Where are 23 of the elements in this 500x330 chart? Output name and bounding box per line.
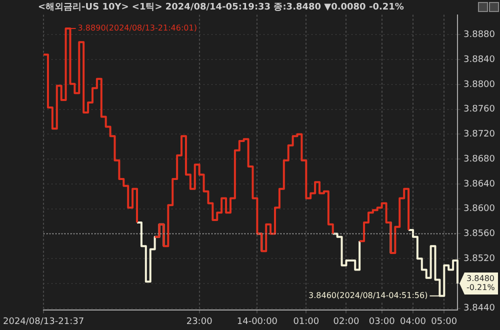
x-tick-label: 04:00 <box>400 316 426 327</box>
chart-title: <해외금리-US 10Y> <1틱> 2024/08/14-05:19:33 종:3.8480 ▼0.0080 -0.21% <box>38 2 404 13</box>
y-tick-label: 3.8680 <box>464 154 496 164</box>
y-tick-label: 3.8600 <box>464 204 496 214</box>
annotation: 3.8890(2024/08/13-21:46:01) <box>78 24 197 33</box>
y-tick-label: 3.8720 <box>464 130 496 140</box>
x-tick-label: 03:00 <box>368 316 396 327</box>
x-tick-label: 23:00 <box>186 316 213 327</box>
x-tick-label: 2024/08/13-21:37 <box>2 316 84 327</box>
y-tick-label: 3.8440 <box>464 304 496 314</box>
y-tick-label: 3.8520 <box>464 254 496 264</box>
y-tick-label: 3.8560 <box>464 229 496 240</box>
y-tick-label: 3.8880 <box>464 30 496 40</box>
y-tick-label: 3.8640 <box>464 179 496 190</box>
x-tick-label: 05:00 <box>431 316 458 327</box>
x-tick-label: 14-00:00 <box>236 316 278 327</box>
x-tick-label: 01:00 <box>293 316 320 327</box>
y-tick-label: 3.8760 <box>464 104 496 115</box>
text: 3.8480 -0.21% <box>466 274 496 292</box>
y-tick-label: 3.8840 <box>464 54 496 65</box>
x-tick-label: 02:00 <box>333 316 360 327</box>
annotation: 3.8460(2024/08/14-04:51:56) <box>308 290 428 300</box>
y-tick-label: 3.8800 <box>464 80 496 90</box>
